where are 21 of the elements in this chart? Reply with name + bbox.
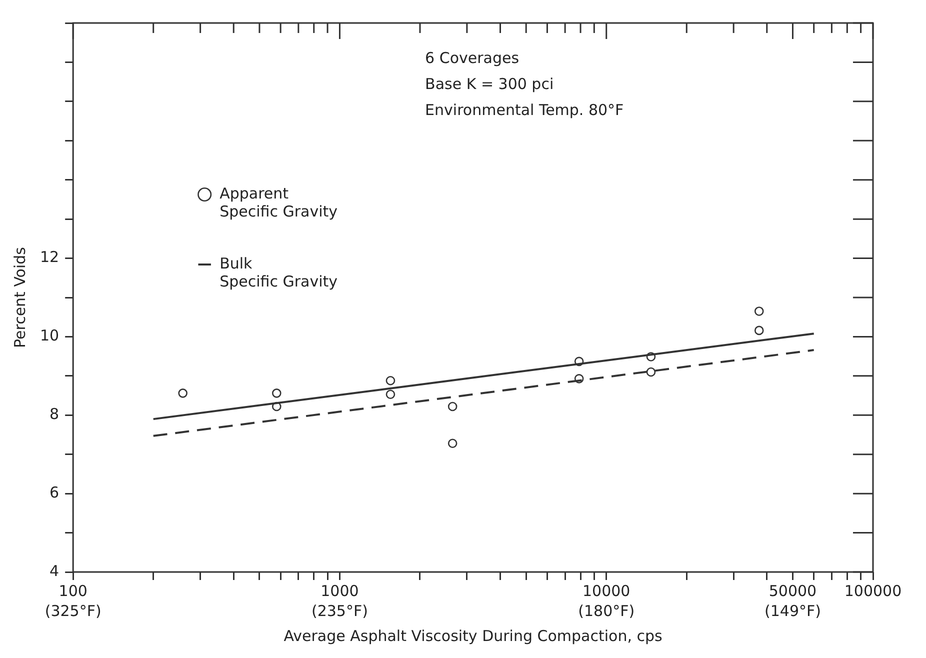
legend-label: Bulk Specific Gravity (220, 254, 338, 290)
legend-label: Apparent Specific Gravity (220, 184, 338, 220)
y-tick-label: 8 (50, 405, 60, 424)
y-tick-label: 4 (50, 562, 60, 580)
text: (180°F) (578, 602, 635, 620)
y-axis-title: Percent Voids (10, 246, 29, 348)
annotation: 6 Coverages (425, 48, 520, 67)
annotation: Base K = 300 pci (425, 74, 554, 93)
x-tick-label: 50000 (768, 582, 817, 600)
x-axis-title: Average Asphalt Viscosity During Compaction, cps (284, 626, 663, 645)
y-tick-label: 10 (40, 326, 60, 345)
text: (235°F) (311, 602, 368, 620)
x-tick-label: 100 (58, 582, 88, 600)
x-tick-label: 100000 (844, 582, 902, 600)
x-tick-label: 10000 (582, 582, 630, 600)
y-tick-label: 12 (40, 248, 60, 266)
text: (325°F) (44, 602, 102, 620)
annotation: Environmental Temp. 80°F (425, 100, 624, 119)
y-tick-label: 6 (50, 483, 60, 502)
text: (149°F) (764, 602, 821, 620)
x-tick-label: 1000 (320, 582, 359, 600)
